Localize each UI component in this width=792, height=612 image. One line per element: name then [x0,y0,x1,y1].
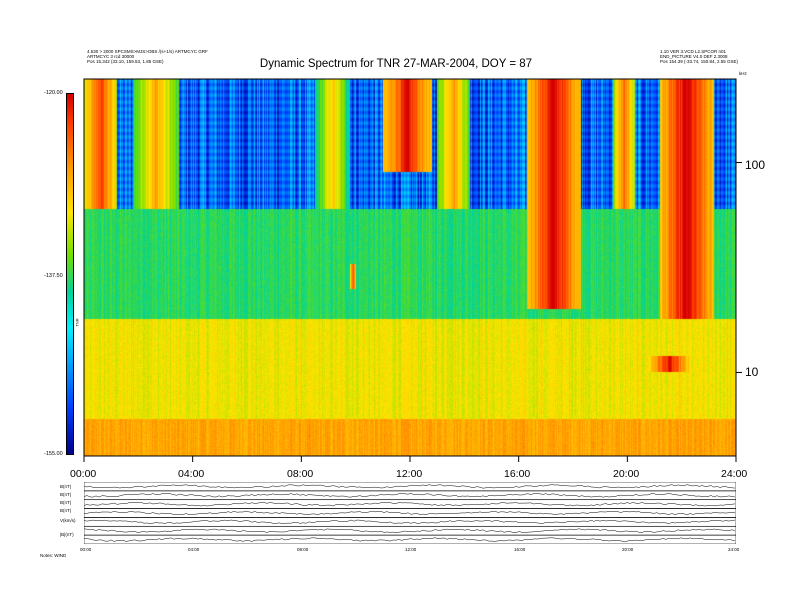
x-tick-label: 12:00 [396,468,423,480]
dynamic-spectrum-heatmap [84,79,736,456]
panel-x-tick-label: 20:00 [622,547,634,552]
panel-label: B(nT) [60,508,72,513]
panel-trace [84,502,736,507]
header-left-line: 4.530 > 2000 SPCSMS>MJS>OBS /(s+1/s) ART… [87,49,208,54]
x-tick-label: 04:00 [178,468,205,480]
panel-x-tick-label: 04:00 [188,547,200,552]
header-right-line: Pos 154.39 (-33.74, 150.84, 2.55 GSE) [659,59,738,64]
x-tick-label: 16:00 [504,468,531,480]
panel-trace [84,510,736,516]
y-tick-label-100: 100 [745,158,766,172]
chart-title: Dynamic Spectrum for TNR 27-MAR-2004, DO… [259,58,533,70]
panel-trace [84,493,736,498]
panel-label: B(nT) [60,492,72,497]
colorbar-label: TNR [74,318,80,327]
plot-frame [83,78,737,457]
colorbar [66,93,74,455]
footer-notes: Notes: WIND [40,553,67,558]
colorbar-tick: -155.00 [44,451,63,457]
panel-trace [84,519,736,524]
solar-wind-panels [84,482,736,544]
panel-frame [84,482,736,492]
panel-label: V(km/s) [60,518,76,523]
panel-frame [84,517,736,527]
panel-frame [84,508,736,518]
x-tick-label: 20:00 [613,468,640,480]
panel-frame [84,499,736,509]
panel-x-tick-label: 16:00 [514,547,526,552]
panel-trace [84,484,736,489]
panel-frame [84,525,736,536]
header-right-info: 1.10 VER 3.VCD L2.SPCOR n01 END_PICTURE … [660,49,738,64]
panel-x-tick-label: 00:00 [80,547,92,552]
header-left-line: Pos 15.342 (33.10, 159.53, 1.85 GSE) [87,59,164,64]
panel-x-tick-label: 12:00 [405,547,417,552]
x-tick-label: 08:00 [287,468,314,480]
colorbar-tick: -137.50 [44,273,63,279]
panel-frame [84,534,736,544]
header-right-line: END_PICTURE V4.0 DEF 2.3008 [659,54,728,59]
y-axis-ticks [736,162,742,373]
panel-trace [84,537,736,542]
y-unit-label: kHz [739,71,747,76]
panel-label: B(nT) [60,484,72,489]
panel-x-tick-label: 08:00 [297,547,309,552]
x-tick-label: 24:00 [721,468,748,480]
x-axis-ticks [83,456,737,462]
x-tick-label: 00:00 [70,468,97,480]
header-left-line: ARTMCYC 3 rcd 30000 [87,54,135,59]
panel-label: B(nT) [60,500,72,505]
colorbar-tick: -120.00 [44,90,63,96]
panel-trace [84,528,736,533]
header-left-info: 4.530 > 2000 SPCSMS>MJS>OBS /(s+1/s) ART… [87,49,208,64]
header-right-line: 1.10 VER 3.VCD L2.SPCOR n01 [659,49,726,54]
panel-label: |B|(nT) [60,532,74,537]
y-tick-label-10: 10 [745,365,759,379]
panel-x-tick-label: 24:00 [728,547,740,552]
